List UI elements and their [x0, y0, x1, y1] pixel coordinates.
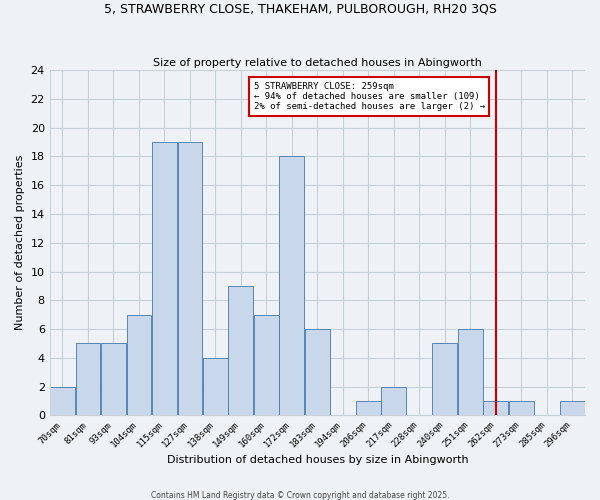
Text: 5 STRAWBERRY CLOSE: 259sqm
← 94% of detached houses are smaller (109)
2% of semi: 5 STRAWBERRY CLOSE: 259sqm ← 94% of deta… [254, 82, 485, 112]
X-axis label: Distribution of detached houses by size in Abingworth: Distribution of detached houses by size … [167, 455, 468, 465]
Text: 5, STRAWBERRY CLOSE, THAKEHAM, PULBOROUGH, RH20 3QS: 5, STRAWBERRY CLOSE, THAKEHAM, PULBOROUG… [104, 2, 496, 16]
Bar [382, 386, 406, 416]
Bar [458, 329, 482, 416]
Bar [178, 142, 202, 415]
Bar [560, 401, 584, 415]
Bar [76, 344, 100, 415]
Title: Size of property relative to detached houses in Abingworth: Size of property relative to detached ho… [153, 58, 482, 68]
Bar [229, 286, 253, 416]
Text: Contains HM Land Registry data © Crown copyright and database right 2025.: Contains HM Land Registry data © Crown c… [151, 490, 449, 500]
Bar [50, 386, 75, 416]
Bar [509, 401, 533, 415]
Bar [356, 401, 380, 415]
Bar [280, 156, 304, 416]
Bar [152, 142, 177, 415]
Bar [254, 314, 279, 416]
Bar [305, 329, 329, 416]
Bar [484, 401, 508, 415]
Bar [127, 314, 151, 416]
Bar [203, 358, 228, 416]
Y-axis label: Number of detached properties: Number of detached properties [15, 155, 25, 330]
Bar [101, 344, 126, 415]
Bar [433, 344, 457, 415]
